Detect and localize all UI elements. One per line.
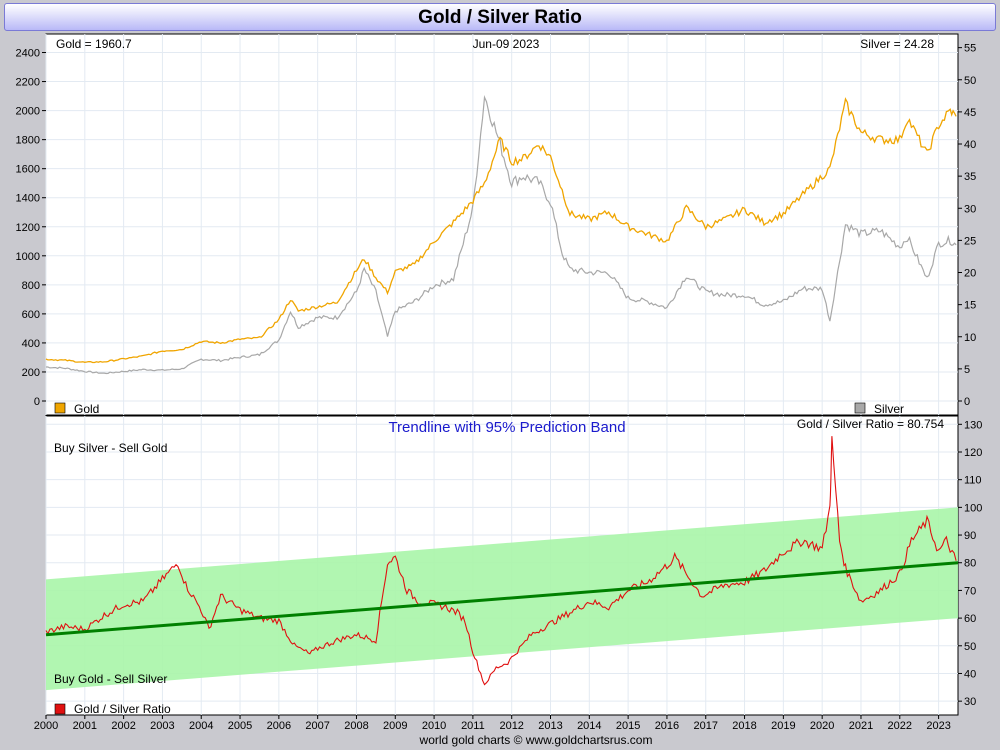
x-tick-label: 2011	[461, 720, 485, 732]
right-axis-label: 0	[964, 396, 970, 408]
gold-line	[45, 97, 957, 364]
right-axis-label: 15	[964, 300, 976, 312]
gold-legend-swatch	[54, 402, 66, 414]
date-label: Jun-09 2023	[473, 37, 540, 51]
x-tick-label: 2017	[694, 720, 718, 732]
x-tick-label: 2014	[577, 720, 601, 732]
right-axis-label: 35	[964, 171, 976, 183]
x-tick-label: 2022	[888, 720, 912, 732]
x-tick-label: 2012	[499, 720, 523, 732]
x-tick-label: 2010	[422, 720, 446, 732]
x-tick-label: 2019	[771, 720, 795, 732]
right-axis-label: 50	[964, 75, 976, 87]
right-axis-label: 20	[964, 268, 976, 280]
left-axis-label: 600	[22, 309, 40, 321]
x-tick-label: 2021	[849, 720, 873, 732]
right-axis-label: 55	[964, 43, 976, 55]
x-tick-label: 2006	[267, 720, 291, 732]
ratio-axis-label: 100	[964, 502, 982, 514]
x-tick-label: 2009	[383, 720, 407, 732]
x-tick-label: 2007	[305, 720, 329, 732]
ratio-axis-label: 30	[964, 696, 976, 708]
ratio-axis-label: 70	[964, 585, 976, 597]
ratio-value-label: Gold / Silver Ratio = 80.754	[797, 417, 944, 431]
top-plot-area	[45, 33, 959, 416]
right-axis-label: 5	[964, 364, 970, 376]
right-axis-label: 40	[964, 139, 976, 151]
bottom-plot-area	[45, 415, 959, 716]
right-axis-label: 45	[964, 107, 976, 119]
left-axis-label: 1400	[16, 193, 40, 205]
x-tick-label: 2013	[538, 720, 562, 732]
x-tick-label: 2015	[616, 720, 640, 732]
x-tick-label: 2008	[344, 720, 368, 732]
chart-title: Gold / Silver Ratio	[418, 7, 582, 28]
x-tick-label: 2023	[926, 720, 950, 732]
x-tick-label: 2002	[111, 720, 135, 732]
right-axis-label: 30	[964, 203, 976, 215]
ratio-axis-label: 90	[964, 530, 976, 542]
x-tick-label: 2004	[189, 720, 213, 732]
left-axis-label: 0	[34, 396, 40, 408]
left-axis-label: 800	[22, 280, 40, 292]
ratio-axis-label: 130	[964, 419, 982, 431]
silver-legend-label: Silver	[874, 402, 904, 416]
ratio-axis-label: 80	[964, 558, 976, 570]
ratio-axis-label: 40	[964, 668, 976, 680]
buy-silver-annotation: Buy Silver - Sell Gold	[54, 441, 167, 455]
buy-gold-annotation: Buy Gold - Sell Silver	[54, 672, 167, 686]
right-axis-label: 10	[964, 332, 976, 344]
right-axis-label: 25	[964, 235, 976, 247]
left-axis-label: 2200	[16, 77, 40, 89]
left-axis-label: 1000	[16, 251, 40, 263]
left-axis-label: 1600	[16, 164, 40, 176]
gold-legend-label: Gold	[74, 402, 99, 416]
x-tick-label: 2001	[73, 720, 97, 732]
x-tick-label: 2020	[810, 720, 834, 732]
trendline	[45, 561, 959, 637]
ratio-axis-label: 60	[964, 613, 976, 625]
gold-value-label: Gold = 1960.7	[56, 37, 132, 51]
left-axis-label: 400	[22, 338, 40, 350]
ratio-legend-swatch	[54, 703, 66, 715]
prediction-band	[46, 507, 958, 691]
x-tick-label: 2016	[655, 720, 679, 732]
left-axis-label: 2000	[16, 106, 40, 118]
x-tick-label: 2018	[732, 720, 756, 732]
x-tick-label: 2000	[34, 720, 58, 732]
left-axis-label: 1200	[16, 222, 40, 234]
x-tick-label: 2005	[228, 720, 252, 732]
left-axis-label: 1800	[16, 135, 40, 147]
ratio-axis-label: 120	[964, 447, 982, 459]
silver-legend-swatch	[854, 402, 866, 414]
footer-credit: world gold charts © www.goldchartsrus.co…	[419, 733, 653, 747]
left-axis-label: 200	[22, 367, 40, 379]
ratio-axis-label: 50	[964, 641, 976, 653]
silver-value-label: Silver = 24.28	[860, 37, 934, 51]
silver-line	[46, 94, 957, 375]
ratio-legend-label: Gold / Silver Ratio	[74, 702, 171, 716]
x-tick-label: 2003	[150, 720, 174, 732]
left-axis-label: 2400	[16, 48, 40, 60]
bottom-panel-title: Trendline with 95% Prediction Band	[388, 419, 625, 436]
ratio-axis-label: 110	[964, 475, 982, 487]
title-bar: Gold / Silver Ratio	[4, 3, 996, 31]
ratio-line	[45, 436, 957, 686]
